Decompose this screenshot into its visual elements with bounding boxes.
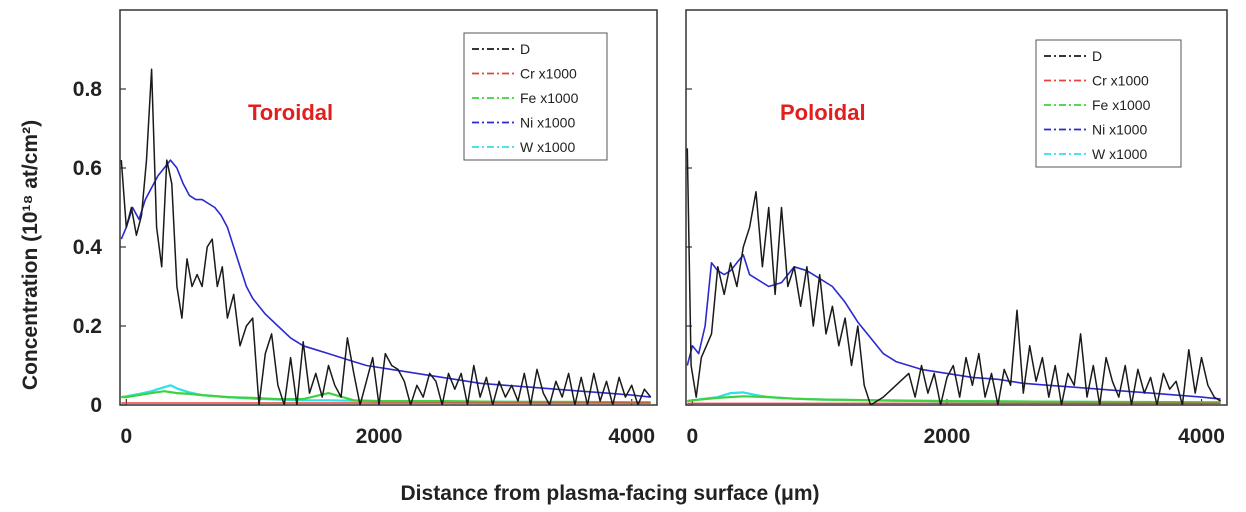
legend-label: W x1000	[520, 139, 575, 155]
panel-annotation: Poloidal	[780, 100, 866, 125]
poloidal-panel: 0 2000 4000 D Cr x1000 Fe x1000 Ni x1000 W x100…	[685, 9, 1228, 448]
legend-label: Cr x1000	[1092, 73, 1149, 89]
y-axis-label: Concentration (10¹⁸ at/cm²)	[19, 120, 42, 390]
y-tick-label: 0	[90, 394, 102, 417]
legend-label: Ni x1000	[520, 115, 575, 131]
y-tick-label: 0.8	[73, 78, 103, 101]
x-tick-label: 4000	[608, 425, 655, 448]
legend-box	[1035, 39, 1182, 168]
x-axis-label: Distance from plasma-facing surface (μm)	[401, 482, 820, 505]
series-line-ni	[120, 159, 651, 398]
x-tick-label: 0	[120, 425, 132, 448]
plot-frame	[685, 9, 1228, 406]
legend-label: Ni x1000	[1092, 122, 1147, 138]
legend-label: Fe x1000	[520, 90, 579, 106]
legend-box	[463, 32, 608, 161]
series-line-d	[120, 68, 652, 405]
series-line-ni	[686, 254, 1221, 400]
legend-label: D	[520, 41, 530, 57]
panel-annotation: Toroidal	[248, 100, 333, 125]
legend-label: D	[1092, 48, 1102, 64]
series-line-fe	[687, 395, 1221, 404]
x-tick-label: 2000	[356, 425, 403, 448]
series-line-fe	[121, 390, 651, 404]
toroidal-panel: 0 2000 4000 0 0.2 0.4 0.6 0.8 D Cr x1000 Fe x1000 N…	[73, 9, 658, 448]
x-tick-label: 2000	[924, 425, 971, 448]
y-tick-label: 0.4	[73, 236, 103, 259]
x-tick-label: 0	[687, 425, 699, 448]
legend-label: Cr x1000	[520, 66, 577, 82]
series-line-d	[686, 148, 1222, 405]
legend-label: Fe x1000	[1092, 97, 1151, 113]
legend-label: W x1000	[1092, 146, 1147, 162]
y-tick-label: 0.6	[73, 157, 102, 180]
x-tick-label: 4000	[1178, 425, 1225, 448]
plot-frame	[119, 9, 658, 406]
y-tick-label: 0.2	[73, 315, 102, 338]
